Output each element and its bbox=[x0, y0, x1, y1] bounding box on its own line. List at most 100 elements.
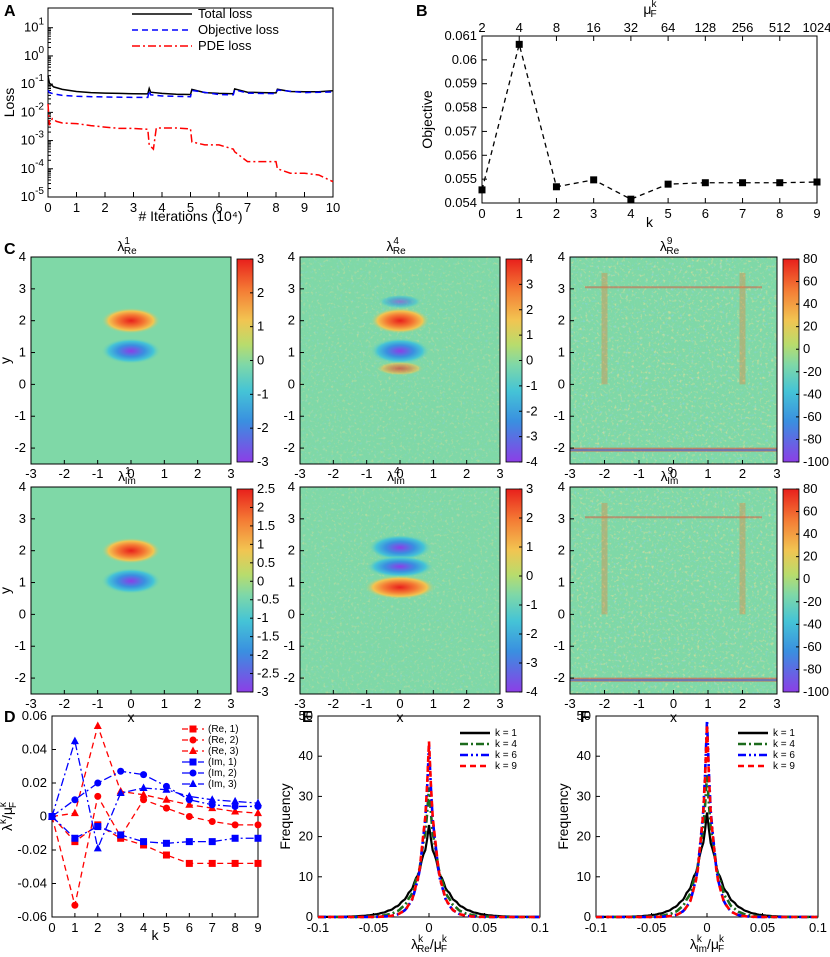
colorbar-tick-label: -1 bbox=[526, 378, 538, 393]
x-tick-label: 5 bbox=[163, 920, 170, 935]
x-tick-label: -3 bbox=[564, 696, 576, 711]
x2-tick-label: 2 bbox=[478, 20, 485, 35]
y-axis-label: λk/μkF bbox=[0, 801, 19, 831]
x-tick-label: 1 bbox=[704, 466, 711, 481]
y-tick-label: 0.02 bbox=[22, 775, 47, 790]
data-point bbox=[231, 834, 239, 842]
y-tick-label: 0 bbox=[288, 606, 295, 621]
x-tick-label: 0 bbox=[48, 920, 55, 935]
x-tick-label: 3 bbox=[773, 466, 780, 481]
x-tick-label: -2 bbox=[599, 696, 611, 711]
legend-label: k = 4 bbox=[773, 739, 795, 750]
y-tick-label: -2 bbox=[283, 440, 295, 455]
colorbar-tick-label: -40 bbox=[803, 386, 822, 401]
heatmap-blob-blue bbox=[378, 294, 422, 309]
colorbar-tick-label: 1 bbox=[257, 319, 264, 334]
y-axis-label: Objective bbox=[419, 90, 435, 149]
data-point bbox=[116, 788, 125, 797]
legend-label: PDE loss bbox=[198, 38, 252, 53]
y-tick-label: 4 bbox=[558, 249, 565, 264]
legend-marker bbox=[189, 779, 197, 787]
data-point bbox=[117, 767, 125, 775]
x2-tick-label: 1024 bbox=[803, 20, 830, 35]
heatmap-band bbox=[570, 449, 777, 452]
y-tick-label: 1 bbox=[19, 345, 26, 360]
colorbar-tick-label: -0.5 bbox=[257, 592, 279, 607]
x-tick-label: 0 bbox=[478, 206, 485, 221]
y-tick-label: 0 bbox=[40, 809, 47, 824]
x2-tick-label: 512 bbox=[769, 20, 791, 35]
x-tick-label: 0.1 bbox=[531, 920, 549, 935]
y-tick-label: 10-3 bbox=[21, 130, 45, 148]
data-point bbox=[94, 823, 102, 831]
colorbar-tick-label: 60 bbox=[803, 504, 817, 519]
x-tick-label: 2 bbox=[463, 696, 470, 711]
data-point bbox=[208, 801, 216, 809]
x-tick-label: 3 bbox=[117, 920, 124, 935]
colorbar-tick-label: 2 bbox=[257, 499, 264, 514]
x-tick-label: 0 bbox=[703, 920, 710, 935]
x-tick-label: 1 bbox=[430, 696, 437, 711]
data-point bbox=[70, 736, 79, 745]
x-tick-label: 7 bbox=[739, 206, 746, 221]
x-tick-label: 5 bbox=[664, 206, 671, 221]
colorbar-tick-label: -2 bbox=[526, 403, 538, 418]
y-tick-label: 3 bbox=[558, 281, 565, 296]
x-tick-label: -1 bbox=[361, 466, 373, 481]
y-tick-label: 4 bbox=[558, 479, 565, 494]
y-tick-label: 0.061 bbox=[444, 28, 477, 43]
legend-label: k = 9 bbox=[773, 761, 795, 772]
colorbar-tick-label: -3 bbox=[526, 429, 538, 444]
y-tick-label: 0 bbox=[558, 376, 565, 391]
y-tick-label: 0.06 bbox=[22, 708, 47, 723]
y-axis-label: Frequency bbox=[555, 783, 571, 849]
heatmap-title: λ4 Re bbox=[386, 236, 406, 257]
x2-tick-label: 128 bbox=[694, 20, 716, 35]
x-tick-label: 5 bbox=[187, 200, 194, 215]
y-tick-label: 0.058 bbox=[444, 100, 477, 115]
panel-f-histogram: -0.1 -0.05 0 0.05 0.1 0 10 20 30 40 50 Frequency λk I… bbox=[555, 708, 827, 955]
x-axis-label: λk Im/μk F bbox=[690, 934, 725, 955]
x-axis-label: x bbox=[670, 709, 677, 725]
data-point bbox=[71, 796, 79, 804]
data-point bbox=[185, 800, 194, 808]
series-line-2 bbox=[51, 794, 258, 906]
x-tick-label: 7 bbox=[244, 200, 251, 215]
colorbar-tick-label: -2 bbox=[526, 626, 538, 641]
data-point bbox=[813, 178, 821, 186]
x-axis-label: λk Re/μk F bbox=[411, 934, 448, 955]
y-tick-label: 40 bbox=[299, 748, 313, 763]
colorbar-tick-label: -100 bbox=[803, 454, 829, 469]
x-tick-label: -3 bbox=[25, 696, 37, 711]
data-point bbox=[185, 813, 193, 820]
x-tick-label: 6 bbox=[215, 200, 222, 215]
x-tick-label: 9 bbox=[813, 206, 820, 221]
x-axis-label: k bbox=[646, 214, 654, 230]
legend-marker bbox=[189, 758, 197, 766]
data-point bbox=[71, 834, 79, 842]
colorbar bbox=[505, 488, 523, 693]
y-tick-label: 100 bbox=[24, 45, 44, 63]
x-tick-label: 1 bbox=[704, 696, 711, 711]
x2-tick-label: 64 bbox=[661, 20, 675, 35]
x-tick-label: 0 bbox=[44, 200, 51, 215]
colorbar-tick-label: 2.5 bbox=[257, 481, 275, 496]
heatmap-band bbox=[570, 679, 777, 682]
colorbar-tick-label: 3 bbox=[257, 251, 264, 266]
data-point bbox=[208, 838, 216, 846]
y-tick-label: 3 bbox=[288, 511, 295, 526]
x-tick-label: 2 bbox=[739, 466, 746, 481]
y-tick-label: -2 bbox=[14, 440, 26, 455]
x-axis-label: # Iterations (10⁴) bbox=[138, 208, 242, 224]
x-tick-label: -2 bbox=[59, 466, 71, 481]
y-tick-label: 0.06 bbox=[452, 52, 477, 67]
colorbar-tick-label: 0 bbox=[526, 568, 533, 583]
x2-tick-label: 4 bbox=[516, 20, 523, 35]
heatmap-blob-red bbox=[101, 537, 161, 564]
y-tick-label: 0.054 bbox=[444, 195, 477, 210]
x-tick-label: 10 bbox=[326, 200, 340, 215]
panel-e-histogram: -0.1 -0.05 0 0.05 0.1 0 10 20 30 40 50 Frequency λk R… bbox=[277, 708, 549, 955]
colorbar-tick-label: -1 bbox=[257, 610, 269, 625]
series-line-3 bbox=[47, 103, 334, 183]
